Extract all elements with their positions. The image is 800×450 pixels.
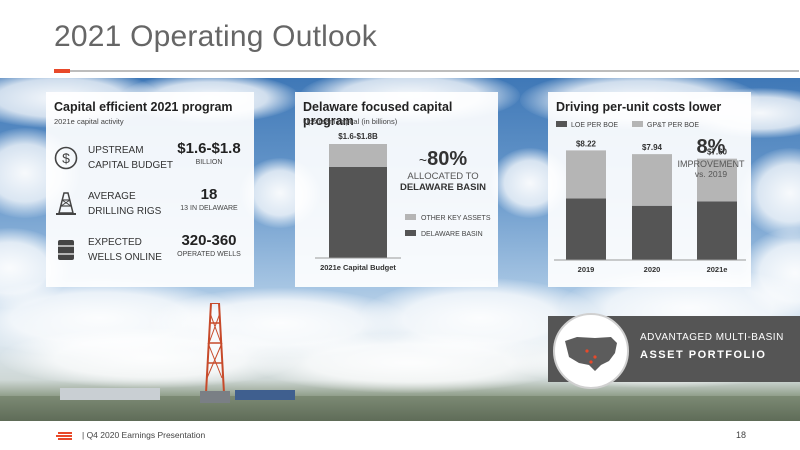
- callout-line2: vs. 2019: [694, 169, 728, 179]
- per-unit-costs-chart: LOE PER BOE GP&T PER BOE $8.22 2019 $7.94 202…: [554, 121, 746, 274]
- legend-swatch: [556, 121, 567, 127]
- row-value: $1.6-$1.8: [177, 140, 241, 157]
- improvement-callout: 8% IMPROVEMENT vs. 2019: [674, 136, 748, 179]
- legend-swatch: [405, 214, 416, 220]
- page-number: 18: [735, 430, 746, 440]
- bar-total-label: $8.22: [576, 139, 597, 148]
- bar-segment-loe-per-boe: [566, 198, 606, 260]
- portfolio-line1: ADVANTAGED MULTI-BASIN: [640, 332, 784, 343]
- bar-segment-gp-t-per-boe: [632, 154, 672, 206]
- bar-total-label: $7.60: [707, 148, 728, 157]
- legend-swatch: [405, 230, 416, 236]
- title-rule: [54, 70, 799, 72]
- category-label: 2021e: [707, 265, 728, 274]
- drilling-rigs-row: AVERAGE DRILLING RIGS 18 13 IN DELAWARE: [54, 186, 249, 222]
- legend-label: OTHER KEY ASSETS: [421, 215, 491, 222]
- bar-segment-other-key-assets: [329, 144, 387, 167]
- barrel-icon: [58, 240, 74, 260]
- panel-title: Capital efficient 2021 program: [54, 100, 233, 114]
- dollar-icon: $: [54, 146, 78, 170]
- legend-label: GP&T PER BOE: [647, 122, 699, 129]
- callout-line1: ALLOCATED TO: [407, 171, 479, 182]
- svg-text:$: $: [62, 150, 70, 166]
- callout-prefix: ~: [418, 152, 428, 168]
- truck-photo: [235, 390, 295, 400]
- callout-value: 8%: [696, 136, 726, 158]
- row-label: AVERAGE DRILLING RIGS: [88, 191, 162, 217]
- capital-program-panel: Capital efficient 2021 program 2021e cap…: [46, 92, 254, 287]
- delaware-capital-panel: Delaware focused capital program Upstrea…: [295, 92, 498, 287]
- category-label: 2020: [644, 265, 661, 274]
- company-logo-icon: [56, 432, 72, 440]
- wells-online-row: EXPECTED WELLS ONLINE 320-360 OPERATED W…: [54, 232, 249, 268]
- title-accent: [54, 69, 70, 73]
- drilling-rig-icon: [56, 192, 76, 215]
- slide-title: 2021 Operating Outlook: [54, 20, 377, 53]
- category-label: 2019: [578, 265, 595, 274]
- legend-swatch: [632, 121, 643, 127]
- row-label: UPSTREAM CAPITAL BUDGET: [88, 145, 174, 171]
- bar-segment-delaware-basin: [329, 166, 387, 258]
- panel-subtitle: Upstream capital (in billions): [303, 117, 398, 126]
- per-unit-costs-panel: Driving per-unit costs lower LOE PER BOE…: [548, 92, 751, 287]
- row-unit: OPERATED WELLS: [177, 251, 241, 258]
- row-value: 18: [200, 186, 218, 203]
- bar-segment-gp-t-per-boe: [566, 150, 606, 199]
- delaware-capital-chart: $1.6-$1.8B 2021e Capital Budget OTHER KEY …: [315, 132, 491, 272]
- callout-line2: DELAWARE BASIN: [399, 182, 487, 193]
- row-unit: BILLION: [195, 159, 223, 166]
- bar-total-label: $1.6-$1.8B: [338, 132, 378, 141]
- capital-budget-row: $ UPSTREAM CAPITAL BUDGET $1.6-$1.8 BILL…: [54, 140, 249, 176]
- panel-subtitle: 2021e capital activity: [54, 117, 124, 126]
- us-map-icon: [553, 313, 629, 389]
- callout-value: 80%: [427, 148, 468, 170]
- bar-segment-gp-t-per-boe: [697, 158, 737, 202]
- allocation-callout: ~80% ALLOCATED TO DELAWARE BASIN: [393, 148, 493, 193]
- portfolio-line2: ASSET PORTFOLIO: [640, 349, 767, 361]
- bar-segment-loe-per-boe: [697, 201, 737, 260]
- row-value: 320-360: [181, 232, 237, 249]
- row-label: EXPECTED WELLS ONLINE: [88, 237, 162, 263]
- panel-title: Driving per-unit costs lower: [556, 100, 722, 114]
- legend-label: LOE PER BOE: [571, 122, 618, 129]
- panel-title: Delaware focused capital program: [303, 100, 453, 128]
- row-unit: 13 IN DELAWARE: [180, 205, 238, 212]
- callout-line1: IMPROVEMENT: [677, 159, 745, 169]
- category-label: 2021e Capital Budget: [320, 263, 396, 272]
- building-photo: [60, 388, 160, 400]
- legend-label: DELAWARE BASIN: [421, 231, 483, 238]
- drilling-rig-photo: [200, 303, 230, 403]
- bar-total-label: $7.94: [642, 143, 663, 152]
- footer-presentation-name: | Q4 2020 Earnings Presentation: [82, 430, 206, 440]
- bar-segment-loe-per-boe: [632, 205, 672, 260]
